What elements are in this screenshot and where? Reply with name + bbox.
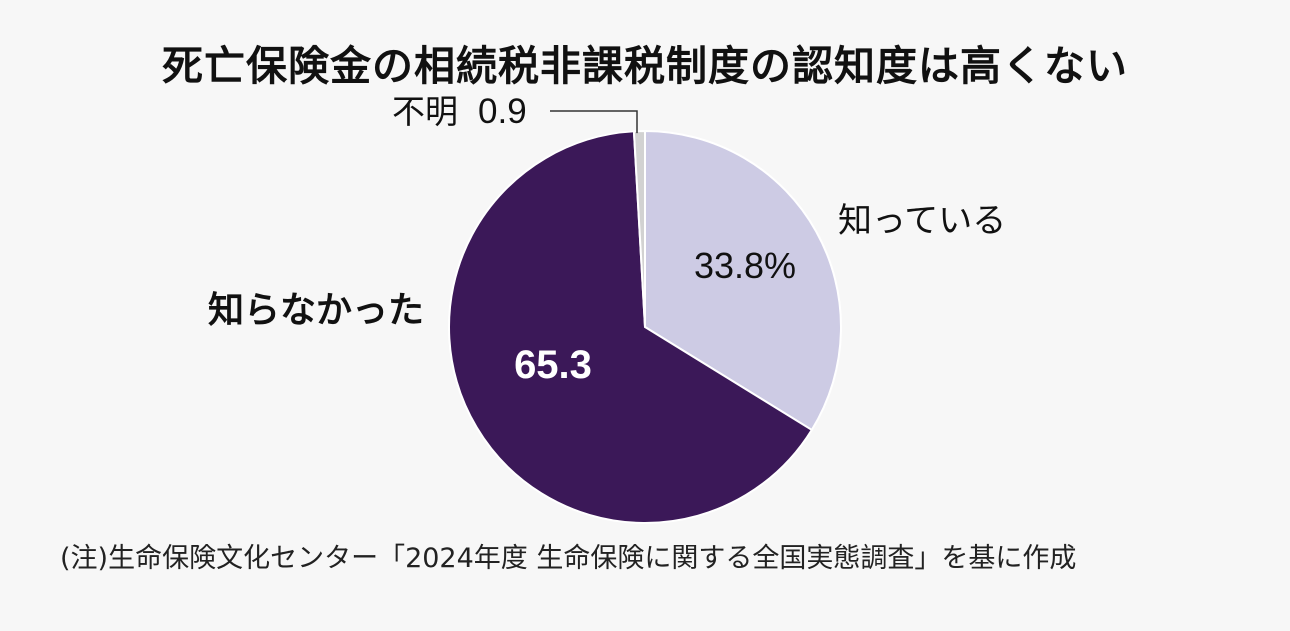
slice-label-known: 知っている [838, 201, 1006, 241]
slice-value-known: 33.8% [694, 245, 796, 286]
pie-slices [448, 129, 842, 524]
leader-line-unknown [550, 110, 638, 134]
slice-value-not-known: 65.3 [514, 343, 592, 387]
slice-value-unclear: 0.9 [478, 92, 527, 131]
slice-label-unknown-not: 知らなかった [208, 290, 424, 331]
slice-label-unclear: 不明 [392, 92, 458, 131]
source-note: (注)生命保険文化センター「2024年度 生命保険に関する全国実態調査」を基に作… [60, 543, 1077, 574]
slice-known [644, 129, 842, 432]
chart-title: 死亡保険金の相続税非課税制度の認知度は高くない [162, 42, 1128, 90]
slice-unclear [632, 129, 646, 328]
slice-not-known [448, 130, 814, 524]
